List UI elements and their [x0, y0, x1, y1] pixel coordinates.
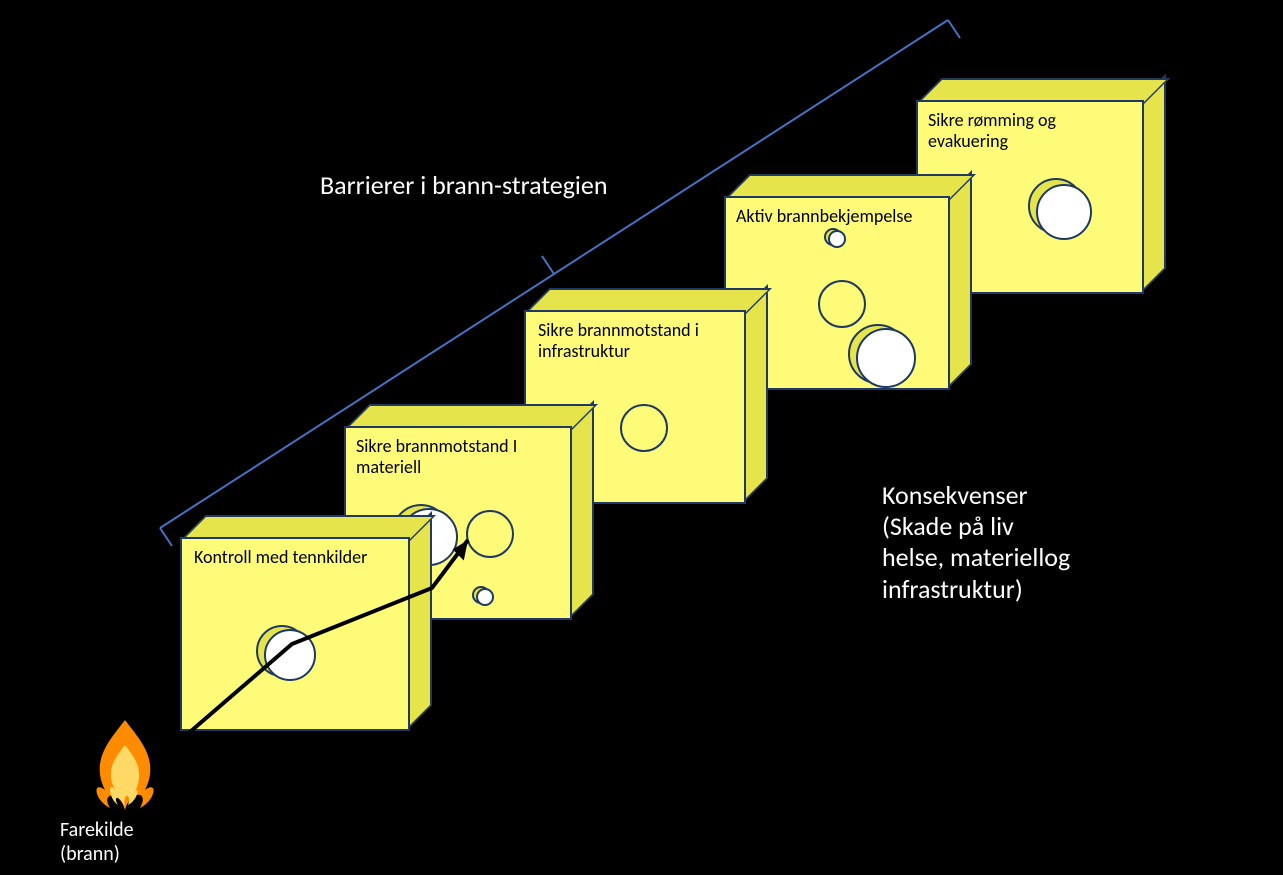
fire-label: Farekilde (brann) [60, 818, 134, 866]
consequence-label: Konsekvenser (Skade på liv helse, materi… [882, 480, 1070, 605]
diagram-canvas: Barrierer i brann-strategien Sikre rømmi… [0, 0, 1283, 875]
hazard-arrow-line [176, 540, 468, 744]
flame-icon [90, 720, 160, 810]
hazard-arrow [0, 0, 1283, 875]
